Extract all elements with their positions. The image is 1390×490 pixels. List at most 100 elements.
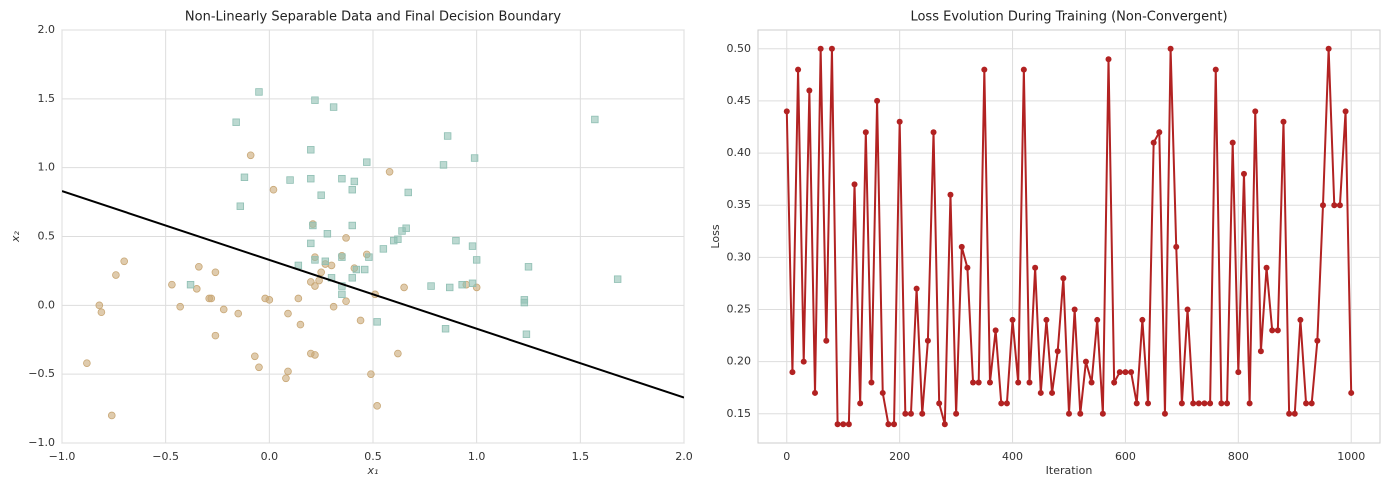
loss-point	[1235, 369, 1242, 376]
loss-point	[1303, 400, 1310, 407]
circle-point	[282, 374, 290, 383]
loss-point	[1291, 410, 1298, 417]
loss-point	[1020, 66, 1027, 73]
loss-point	[998, 400, 1005, 407]
x-axis-label: Iteration	[1046, 464, 1093, 477]
loss-point	[992, 327, 999, 334]
loss-point	[1009, 316, 1016, 323]
loss-point	[1269, 327, 1276, 334]
loss-point	[879, 389, 886, 396]
square-point	[352, 265, 361, 274]
loss-point	[981, 66, 988, 73]
loss-point	[1314, 337, 1321, 344]
circle-point	[306, 278, 315, 286]
plot-marks	[62, 88, 684, 420]
square-point	[446, 283, 454, 292]
subplot: 0 200 400 600 800 1000 0.15 0.20 0.25 0.30 0.35 0.4…	[709, 10, 1381, 477]
loss-point	[1060, 275, 1067, 282]
square-point	[427, 282, 435, 290]
loss-point	[896, 118, 903, 125]
square-point	[379, 245, 388, 253]
loss-point	[783, 108, 790, 115]
loss-point	[958, 243, 965, 250]
y-tick-label: 0.5	[38, 230, 56, 243]
loss-point	[1336, 202, 1343, 209]
circle-point	[107, 411, 116, 420]
circle-point	[207, 294, 216, 303]
loss-point	[1099, 410, 1106, 417]
loss-point	[947, 191, 954, 198]
circle-point	[329, 302, 338, 311]
x-tick-label: 400	[1002, 450, 1023, 463]
loss-point	[1032, 264, 1039, 271]
square-point	[365, 253, 373, 261]
y-tick-label: 2.0	[38, 23, 56, 36]
loss-point	[1224, 400, 1231, 407]
x-tick-label: 1.0	[468, 450, 486, 463]
circle-point	[294, 294, 303, 303]
loss-point	[845, 421, 852, 428]
loss-point	[1077, 410, 1084, 417]
loss-point	[1184, 306, 1191, 313]
x-tick-label: 2.0	[675, 450, 693, 463]
chart-title: Loss Evolution During Training (Non-Conv…	[910, 10, 1227, 25]
y-tick-label: 1.0	[38, 161, 56, 174]
loss-point	[1207, 400, 1214, 407]
circle-point	[120, 257, 128, 266]
loss-point	[1003, 400, 1010, 407]
circle-point	[251, 352, 259, 361]
square-point	[348, 185, 356, 194]
circle-point	[342, 297, 350, 306]
circle-point	[265, 296, 274, 304]
loss-point	[1082, 358, 1089, 365]
loss-point	[812, 389, 819, 396]
chart-title: Non-Linearly Separable Data and Final De…	[185, 10, 561, 25]
loss-point	[1308, 400, 1315, 407]
circle-point	[394, 349, 402, 358]
y-tick-label: 0.45	[727, 94, 752, 107]
loss-point	[828, 45, 835, 52]
circle-point	[192, 285, 201, 293]
loss-point	[1167, 45, 1174, 52]
square-point	[520, 298, 529, 307]
circle-point	[234, 309, 243, 318]
square-point	[309, 221, 317, 230]
loss-point	[1325, 45, 1332, 52]
loss-point	[986, 379, 993, 386]
y-tick-label: 0.25	[727, 303, 752, 316]
square-point	[329, 103, 338, 111]
square-point	[348, 274, 356, 282]
y-axis-label: Loss	[709, 224, 722, 248]
circle-point	[83, 359, 91, 367]
loss-point	[1088, 379, 1095, 386]
square-point	[394, 235, 402, 243]
circle-point	[168, 280, 176, 289]
x-tick-label: 600	[1115, 450, 1136, 463]
square-point	[439, 161, 448, 169]
loss-point	[941, 421, 948, 428]
square-point	[524, 263, 533, 271]
loss-point	[1111, 379, 1118, 386]
loss-point	[1066, 410, 1072, 417]
circle-point	[211, 268, 220, 277]
square-point	[317, 191, 325, 199]
loss-point	[891, 421, 898, 428]
x-tick-label: 1000	[1337, 450, 1365, 463]
circle-point	[327, 261, 336, 270]
loss-point	[975, 379, 982, 386]
circle-point	[211, 331, 220, 340]
square-point	[307, 239, 315, 248]
loss-point	[1156, 129, 1163, 136]
square-point	[307, 146, 315, 154]
y-tick-label: 0.40	[727, 146, 752, 159]
circle-point	[342, 234, 350, 242]
loss-point	[1116, 369, 1123, 376]
y-tick-label: 0.20	[727, 355, 752, 368]
loss-point	[1178, 400, 1185, 407]
loss-point	[840, 421, 847, 428]
circle-point	[112, 271, 120, 279]
x-tick-label: 1.5	[572, 450, 590, 463]
loss-point	[1263, 264, 1270, 271]
y-axis-label: x₂	[9, 230, 22, 243]
